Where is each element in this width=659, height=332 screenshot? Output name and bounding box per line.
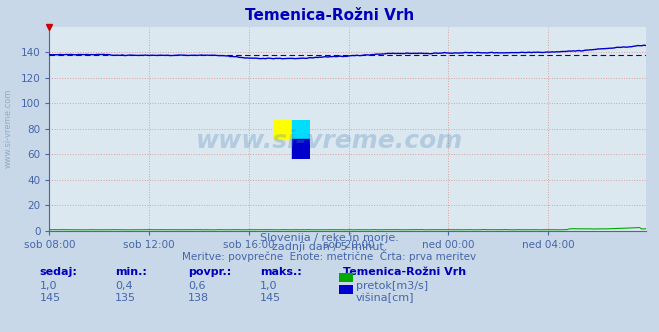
Text: 145: 145	[260, 293, 281, 303]
Text: 1,0: 1,0	[40, 281, 57, 290]
Text: Meritve: povprečne  Enote: metrične  Črta: prva meritev: Meritve: povprečne Enote: metrične Črta:…	[183, 250, 476, 262]
Bar	[291, 120, 310, 139]
Text: 1,0: 1,0	[260, 281, 278, 290]
Text: min.:: min.:	[115, 267, 147, 277]
Text: povpr.:: povpr.:	[188, 267, 231, 277]
Text: maks.:: maks.:	[260, 267, 302, 277]
Text: 135: 135	[115, 293, 136, 303]
Text: pretok[m3/s]: pretok[m3/s]	[356, 281, 428, 290]
Text: Temenica-Rožni Vrh: Temenica-Rožni Vrh	[343, 267, 466, 277]
Bar	[273, 120, 291, 139]
Bar	[291, 139, 310, 159]
Text: sedaj:: sedaj:	[40, 267, 77, 277]
Text: www.si-vreme.com: www.si-vreme.com	[3, 88, 13, 168]
Text: 145: 145	[40, 293, 61, 303]
Text: www.si-vreme.com: www.si-vreme.com	[196, 129, 463, 153]
Text: 0,4: 0,4	[115, 281, 133, 290]
Text: Slovenija / reke in morje.: Slovenija / reke in morje.	[260, 233, 399, 243]
Text: zadnji dan / 5 minut.: zadnji dan / 5 minut.	[272, 242, 387, 252]
Text: 0,6: 0,6	[188, 281, 206, 290]
Text: višina[cm]: višina[cm]	[356, 293, 415, 303]
Text: 138: 138	[188, 293, 209, 303]
Text: Temenica-Rožni Vrh: Temenica-Rožni Vrh	[245, 8, 414, 23]
